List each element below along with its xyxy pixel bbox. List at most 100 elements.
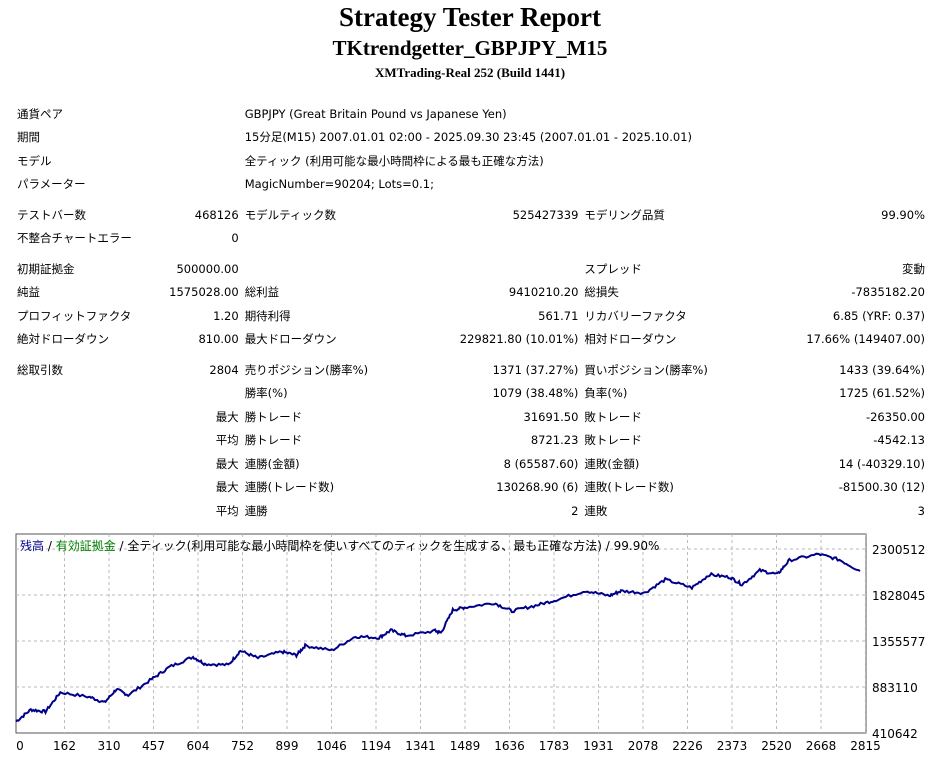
stat-value: 9410210.20 [508,285,579,300]
stats-row: 平均 勝トレード 8721.23 敗トレード -4542.13 [14,429,928,453]
legend-sep1: / [44,539,56,553]
stat-label [14,382,166,406]
y-tick-label: 410642 [872,727,918,741]
info-label: モデル [17,153,52,168]
stats-row: 勝率(%) 1079 (38.48%) 負率(%) 1725 (61.52%) [14,382,928,406]
stat-label: 敗トレード [584,409,642,424]
stats-row: 最大 連勝(トレード数) 130268.90 (6) 連敗(トレード数) -81500.… [14,476,928,500]
y-tick-label: 2300512 [872,543,925,557]
stat-value: -7835182.20 [851,285,925,300]
x-tick-label: 1194 [361,739,392,753]
x-tick-label: 1636 [494,739,525,753]
stat-value: 平均 [215,503,239,518]
x-tick-label: 899 [276,739,299,753]
stat-value: 1371 (37.27%) [492,362,579,377]
balance-line [15,552,861,723]
stat-label: 総損失 [584,285,619,300]
stats-row: 絶対ドローダウン 810.00 最大ドローダウン 229821.80 (10.01%)… [14,328,928,352]
stat-value: 31691.50 [523,409,579,424]
stat-value: 525427339 [512,207,579,222]
stats-row: プロフィットファクタ 1.20 期待利得 561.71 リカバリーファクタ 6.85 (Y… [14,304,928,328]
stat-value: -26350.00 [865,409,925,424]
x-tick-label: 604 [187,739,210,753]
stats-row: 最大 連勝(金額) 8 (65587.60) 連敗(金額) 14 (-40329.10) [14,452,928,476]
stat-label: テストバー数 [17,207,86,222]
x-tick-label: 2668 [806,739,837,753]
stat-value: 229821.80 (10.01%) [459,332,579,347]
stat-label: 勝トレード [244,433,303,448]
stat-label: モデリング品質 [584,207,665,222]
x-tick-label: 310 [98,739,121,753]
stat-value [440,227,582,251]
stat-value: 500000.00 [176,261,239,276]
stat-value: 最大 [215,409,239,424]
stat-label [14,405,166,429]
legend-balance: 残高 [20,538,44,553]
x-tick-label: 752 [231,739,254,753]
stat-value: 17.66% (149407.00) [806,332,925,347]
stat-value: 1725 (61.52%) [839,386,925,401]
stat-label: 連敗(トレード数) [584,480,674,495]
stat-value: 最大 [215,456,239,471]
stats-row: 平均 連勝 2 連敗 3 [14,499,928,523]
stat-label [14,499,166,523]
stats-row: 最大 勝トレード 31691.50 敗トレード -26350.00 [14,405,928,429]
stat-label: 負率(%) [584,386,628,401]
x-tick-label: 0 [16,739,24,753]
stat-label: 連勝(金額) [244,456,300,471]
x-tick-label: 162 [53,739,76,753]
stat-value: 8 (65587.60) [503,456,579,471]
stat-value [440,257,582,281]
stat-value: 468126 [194,207,239,222]
stat-value: 変動 [902,261,925,276]
stats-row: テストバー数 468126 モデルティック数 525427339 モデリング品質 99.9… [14,203,928,227]
x-tick-label: 2373 [717,739,748,753]
info-value: GBPJPY (Great Britain Pound vs Japanese … [244,106,507,121]
stat-label: 連勝 [244,503,268,518]
stat-label: スプレッド [584,261,642,276]
stat-value: 1079 (38.48%) [492,386,579,401]
x-tick-label: 2520 [761,739,792,753]
stats-row: 不整合チャートエラー 0 [14,227,928,251]
info-label: パラメーター [17,177,86,192]
stat-value: 14 (-40329.10) [838,456,925,471]
info-row: モデル 全ティック (利用可能な最小時間枠による最も正確な方法) [14,149,928,173]
info-label: 期間 [17,130,40,145]
expert-name: TKtrendgetter_GBPJPY_M15 [332,36,608,60]
stat-value: 2804 [209,362,239,377]
x-tick-label: 1341 [405,739,436,753]
legend-equity: 有効証拠金 [56,538,116,553]
stat-label: 勝トレード [244,409,303,424]
stat-label [581,227,743,251]
stat-label [14,429,166,453]
stat-label [242,257,440,281]
stat-value: 8721.23 [530,433,579,448]
stat-label: プロフィットファクタ [17,308,132,323]
x-tick-label: 2226 [672,739,703,753]
stat-label [14,476,166,500]
info-row: パラメーター MagicNumber=90204; Lots=0.1; [14,173,928,197]
balance-chart: 0 162 310 457 604 752 899 1046 1194 1341 1489 1636 1… [15,533,925,753]
stat-label: 相対ドローダウン [584,332,677,347]
stat-label [242,227,440,251]
stat-label: 連敗(金額) [584,456,640,471]
stat-value: 561.71 [538,308,579,323]
server-build: XMTrading-Real 252 (Build 1441) [374,65,566,80]
stat-value: 2 [571,503,579,518]
stat-label: リカバリーファクタ [584,308,687,323]
stat-label [14,452,166,476]
stat-label: 期待利得 [244,308,291,323]
stat-label: 純益 [17,285,40,300]
stats-row: 純益 1575028.00 総利益 9410210.20 総損失 -7835182.20 [14,281,928,305]
info-row: 通貨ペア GBPJPY (Great Britain Pound vs Japan… [14,102,928,126]
stat-value: 99.90% [881,207,925,222]
stat-value [744,227,928,251]
stats-row: 初期証拠金 500000.00 スプレッド 変動 [14,257,928,281]
stat-value: 810.00 [198,332,239,347]
legend-sep2: / [116,539,128,553]
stat-label: 敗トレード [584,433,642,448]
x-tick-label: 1931 [583,739,614,753]
stat-value: 1575028.00 [169,285,239,300]
stat-label: 不整合チャートエラー [17,231,132,246]
stat-label: 初期証拠金 [17,261,75,276]
